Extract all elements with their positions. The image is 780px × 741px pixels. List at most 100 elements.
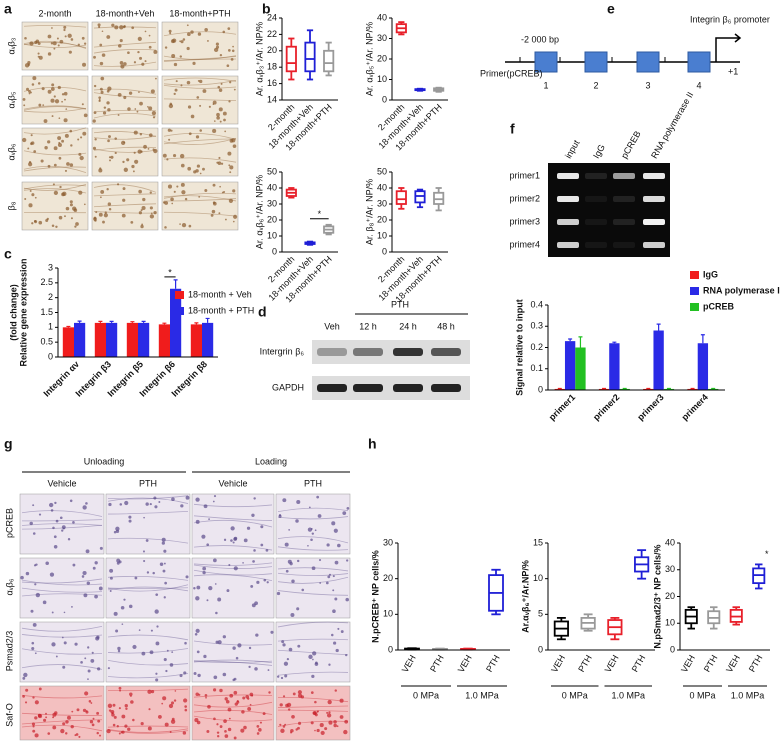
cell [35,592,41,598]
cell [212,128,217,133]
panel-label: d [258,304,267,320]
cell [231,49,235,53]
cell [95,636,100,641]
cell [333,720,337,724]
legend-label: RNA polymerase II [703,285,780,295]
cell [30,141,35,145]
y-tick-label: 40 [377,12,387,22]
cell [52,183,55,186]
cell [307,527,313,532]
error-bar [612,341,617,344]
cell [113,530,117,534]
fiber [193,569,273,576]
cell [268,691,271,694]
cell [163,657,167,662]
cell [223,538,227,541]
cell [130,220,134,224]
cell [62,191,67,197]
cell [149,214,155,219]
cell [155,77,157,80]
cell [67,538,71,541]
cell [167,184,173,189]
cell [29,41,34,46]
cell [133,130,138,135]
y-tick-label: 30 [383,537,393,547]
cell [123,167,128,172]
histology-image [161,127,239,177]
fiber [23,150,87,156]
cell [52,712,57,717]
cell [142,197,146,202]
band [353,348,383,356]
cell [229,139,234,143]
cell [225,699,230,704]
cell [53,163,57,167]
site-label: 2 [593,80,598,90]
cell [99,61,104,66]
cell [143,516,145,519]
cell [188,224,192,228]
y-tick-label: 40 [267,182,277,192]
cell [51,115,54,118]
band [353,384,383,392]
error-bar [578,336,583,348]
cell [103,106,107,109]
cell [101,30,104,33]
cell [176,185,179,188]
cell [237,643,242,648]
band [613,219,635,225]
cell [27,147,30,150]
cell [53,545,58,549]
site-label: 4 [696,80,701,90]
cell [51,611,54,614]
y-tick-label: 0.3 [530,321,543,331]
cell [31,222,34,225]
cell [80,136,83,139]
cell [80,661,83,664]
y-tick-label: 1.5 [40,307,53,317]
cell [196,164,201,168]
cell [227,727,232,732]
y-tick-label: 16 [267,78,277,88]
cell [163,562,166,565]
error-bar [130,321,135,323]
site-label: 1 [543,80,548,90]
cell [229,693,234,698]
y-tick-label: 30 [267,198,277,208]
fiber [93,193,157,197]
cell [96,711,100,715]
fiber [93,146,157,151]
cell [249,692,254,697]
cell [171,202,174,205]
cell [70,38,74,41]
cell [229,165,234,170]
cell [30,609,34,613]
cell [148,106,153,111]
cell [149,650,154,655]
fiber [21,587,103,593]
condition-label: Unloading [84,456,125,466]
error-bar [98,320,103,323]
cell [278,514,282,518]
cell [224,130,227,133]
fiber [21,578,103,584]
cell [50,98,55,103]
cell [150,212,153,215]
legend-swatch [690,287,699,295]
cell [296,607,300,611]
cell [122,25,126,29]
panel-label: g [4,436,13,452]
cell [147,689,152,694]
legend-swatch [690,271,699,279]
cell [180,163,185,168]
cell [77,43,80,46]
cell [32,696,35,699]
cell [249,703,252,706]
cell [141,205,146,211]
cell [31,193,35,197]
cell [63,611,66,614]
primer-site [636,51,660,73]
band [643,242,665,248]
cell [54,501,57,505]
cell [254,601,258,606]
